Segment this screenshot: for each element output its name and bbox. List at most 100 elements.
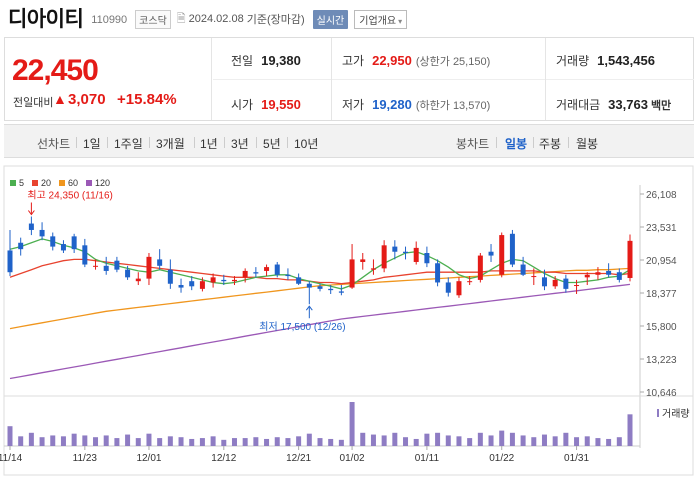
y-tick-label: 18,377 (646, 289, 677, 300)
low-arrow-head (305, 305, 313, 311)
candle-body (445, 282, 451, 293)
amount-unit: 백만 (650, 100, 672, 112)
volume-bar (317, 438, 323, 446)
tab-monthly[interactable]: 월봉 (576, 137, 599, 151)
tab-3y[interactable]: 3년 (231, 137, 249, 151)
candle-body (467, 281, 473, 283)
candle-body (167, 269, 173, 284)
tab-divider (533, 137, 534, 148)
candle-body (520, 264, 526, 275)
candle-body (563, 278, 569, 289)
y-tick-label: 10,646 (646, 388, 677, 399)
candle-body (296, 277, 302, 284)
stat-divider (331, 38, 332, 120)
candle-body (403, 251, 409, 254)
candle-body (541, 277, 547, 287)
legend-ma120[interactable]: 120 (86, 178, 110, 188)
tab-1d[interactable]: 1일 (83, 137, 101, 151)
volume-bar (531, 437, 537, 446)
price-basis: 기준(장마감) (246, 14, 305, 26)
x-tick-label: 01/11 (415, 453, 440, 464)
candle-body (338, 291, 344, 293)
legend-ma20[interactable]: 20 (32, 178, 51, 188)
candle-body (264, 267, 270, 271)
volume-bar (231, 438, 237, 446)
tab-daily[interactable]: 일봉 (505, 137, 528, 151)
candle-body (381, 245, 387, 269)
stat-amount: 거래대금 33,763 백만 (556, 96, 671, 113)
candle-body (60, 244, 66, 251)
volume-bar (189, 438, 195, 446)
volume-bar (60, 436, 66, 446)
volume-bar (167, 436, 173, 446)
current-price: 22,450 (12, 54, 99, 87)
tab-3m[interactable]: 3개월 (156, 137, 185, 151)
stat-volume: 거래량 1,543,456 (556, 52, 655, 69)
low-annotation: 최저 17,500 (12/26) (259, 321, 345, 333)
x-tick-label: 12/01 (136, 453, 161, 464)
tab-weekly[interactable]: 주봉 (539, 137, 562, 151)
candle-body (242, 270, 248, 278)
company-info-button[interactable]: 기업개요 ▾ (354, 9, 408, 29)
candle-body (392, 246, 398, 252)
candle-body (552, 279, 558, 287)
volume-bar (456, 436, 462, 446)
volume-bar (499, 430, 505, 446)
candle-body (103, 265, 109, 271)
tab-5y[interactable]: 5년 (263, 137, 281, 151)
x-tick-label: 11/14 (0, 453, 23, 464)
candle-body (584, 274, 590, 278)
candle-body (189, 281, 195, 287)
candle-body (199, 281, 205, 289)
volume-bar (146, 433, 152, 446)
candle-body (317, 286, 323, 289)
y-tick-label: 23,531 (646, 223, 677, 234)
volume-bar (413, 438, 419, 446)
stock-code: 110990 (91, 14, 128, 26)
candle-body (253, 272, 259, 274)
legend-ma5[interactable]: 5 (10, 178, 24, 188)
candle-body (595, 272, 601, 275)
volume-bar (520, 435, 526, 446)
stat-prev-close: 전일 19,380 (231, 52, 301, 69)
chevron-down-icon: ▾ (398, 16, 403, 26)
stat-label: 고가 (342, 54, 365, 68)
stat-value: 33,763 (608, 97, 648, 112)
stat-value: 19,280 (372, 97, 412, 112)
candle-body (50, 236, 56, 247)
price-date: 2024.02.08 (188, 13, 244, 25)
candle-body (574, 285, 580, 287)
stock-header: 디아이티 110990 코스닥 🗎 2024.02.08 기준(장마감) 실시간… (0, 0, 694, 36)
stat-low: 저가 19,280 (하한가 13,570) (342, 96, 490, 113)
volume-bar (274, 437, 280, 446)
volume-bar (285, 438, 291, 446)
volume-bar (28, 432, 34, 446)
price-change: 3,070 (68, 91, 106, 108)
tab-divider (149, 137, 150, 148)
volume-bar (39, 437, 45, 446)
ma120-line (9, 283, 631, 380)
volume-bar (210, 436, 216, 446)
volume-bar (18, 436, 24, 446)
tab-divider (107, 137, 108, 148)
tab-divider (256, 137, 257, 148)
stat-open: 시가 19,550 (231, 96, 301, 113)
realtime-button[interactable]: 실시간 (312, 9, 349, 29)
x-tick-label: 11/23 (73, 453, 98, 464)
stat-value: 22,950 (372, 53, 412, 68)
candle-body (210, 277, 216, 283)
candle-body (18, 242, 24, 250)
volume-bar (488, 435, 494, 446)
volume-bar (135, 438, 141, 446)
tab-divider (76, 137, 77, 148)
tab-1w[interactable]: 1주일 (114, 137, 143, 151)
y-tick-label: 15,800 (646, 322, 677, 333)
volume-bar (574, 437, 580, 446)
legend-ma60[interactable]: 60 (59, 178, 78, 188)
tab-10y[interactable]: 10년 (294, 137, 319, 151)
tab-1y[interactable]: 1년 (200, 137, 218, 151)
volume-bar (552, 436, 558, 446)
ma20-line (9, 258, 631, 285)
volume-bar (306, 433, 312, 446)
volume-bar (370, 434, 376, 446)
